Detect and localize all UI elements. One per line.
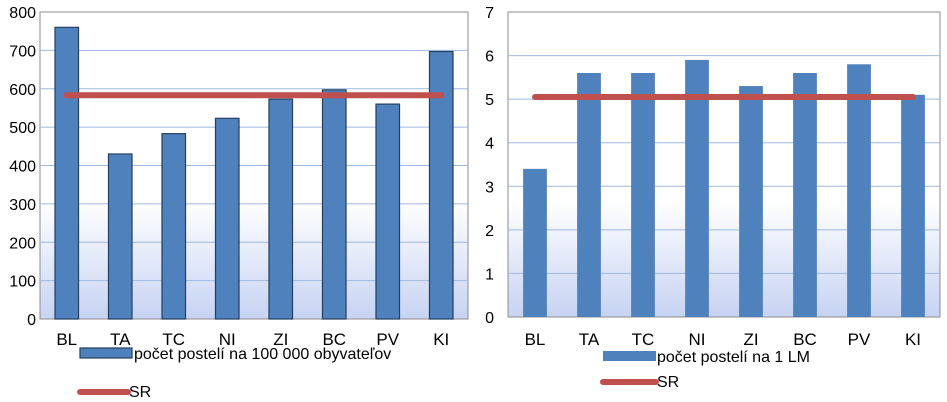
right-y-tick-label: 2 xyxy=(485,223,494,240)
left-y-tick-label: 600 xyxy=(9,82,36,99)
left-category-label: BL xyxy=(56,330,77,349)
right-y-tick-label: 6 xyxy=(485,49,494,66)
left-category-label: NI xyxy=(219,330,236,349)
left-category-label: TA xyxy=(110,330,131,349)
left-bar xyxy=(321,89,347,320)
right-legend-bar-swatch xyxy=(603,351,656,361)
chart-left: 0 100 200 300 400 500 600 700 800 BL TA TC NI ZI BC PV K… xyxy=(9,5,469,401)
left-category-label: TC xyxy=(162,330,185,349)
right-category-label: TA xyxy=(579,330,600,349)
right-legend-bar-label: počet postelí na 1 LM xyxy=(657,349,810,366)
left-bar xyxy=(161,133,187,320)
left-bar xyxy=(54,26,80,320)
right-bar xyxy=(577,73,601,317)
left-bar xyxy=(268,98,294,320)
right-category-label: BC xyxy=(793,330,817,349)
chart-right-svg: 0 1 2 3 4 5 6 7 BL TA TC NI ZI BC PV KI počet postelí na… xyxy=(485,5,941,391)
right-category-label: BL xyxy=(525,330,546,349)
left-category-label: KI xyxy=(433,330,449,349)
right-bar xyxy=(793,73,817,317)
left-legend-line-label: SR xyxy=(129,384,151,401)
left-bar xyxy=(428,50,454,320)
right-category-label: TC xyxy=(632,330,655,349)
right-category-label: NI xyxy=(689,330,706,349)
left-legend-bar-swatch xyxy=(79,347,133,359)
chart-right: 0 1 2 3 4 5 6 7 BL TA TC NI ZI BC PV KI počet postelí na… xyxy=(474,0,947,402)
left-y-tick-label: 500 xyxy=(9,120,36,137)
right-legend-line-label: SR xyxy=(657,374,679,391)
left-category-label: ZI xyxy=(273,330,288,349)
right-bar xyxy=(631,73,655,317)
right-category-label: ZI xyxy=(743,330,758,349)
left-legend-bar-label: počet postelí na 100 000 obyvateľov xyxy=(134,346,391,363)
right-bar xyxy=(685,59,709,318)
left-y-tick-label: 0 xyxy=(27,312,36,329)
left-y-tick-label: 100 xyxy=(9,274,36,291)
left-bar xyxy=(375,103,401,320)
left-y-tick-label: 300 xyxy=(9,197,36,214)
right-y-tick-label: 0 xyxy=(485,310,494,327)
left-bar xyxy=(214,117,240,320)
right-y-tick-label: 4 xyxy=(485,136,494,153)
left-bar xyxy=(107,153,133,320)
right-category-label: KI xyxy=(905,330,921,349)
right-y-tick-label: 7 xyxy=(485,5,494,22)
right-bar xyxy=(847,64,871,318)
left-y-tick-label: 400 xyxy=(9,159,36,176)
right-y-tick-label: 1 xyxy=(485,266,494,283)
right-plot-area xyxy=(507,11,941,318)
left-y-tick-label: 800 xyxy=(9,5,36,22)
right-y-tick-label: 3 xyxy=(485,179,494,196)
chart-left-svg: 0 100 200 300 400 500 600 700 800 BL TA TC NI ZI BC PV K… xyxy=(9,5,469,401)
right-category-label: PV xyxy=(848,330,871,349)
left-y-tick-label: 700 xyxy=(9,43,36,60)
left-category-label: PV xyxy=(376,330,399,349)
left-y-tick-label: 200 xyxy=(9,235,36,252)
right-bar xyxy=(901,94,925,318)
right-bar xyxy=(523,168,547,317)
right-bar xyxy=(739,86,763,317)
left-category-label: BC xyxy=(322,330,346,349)
right-y-tick-label: 5 xyxy=(485,92,494,109)
